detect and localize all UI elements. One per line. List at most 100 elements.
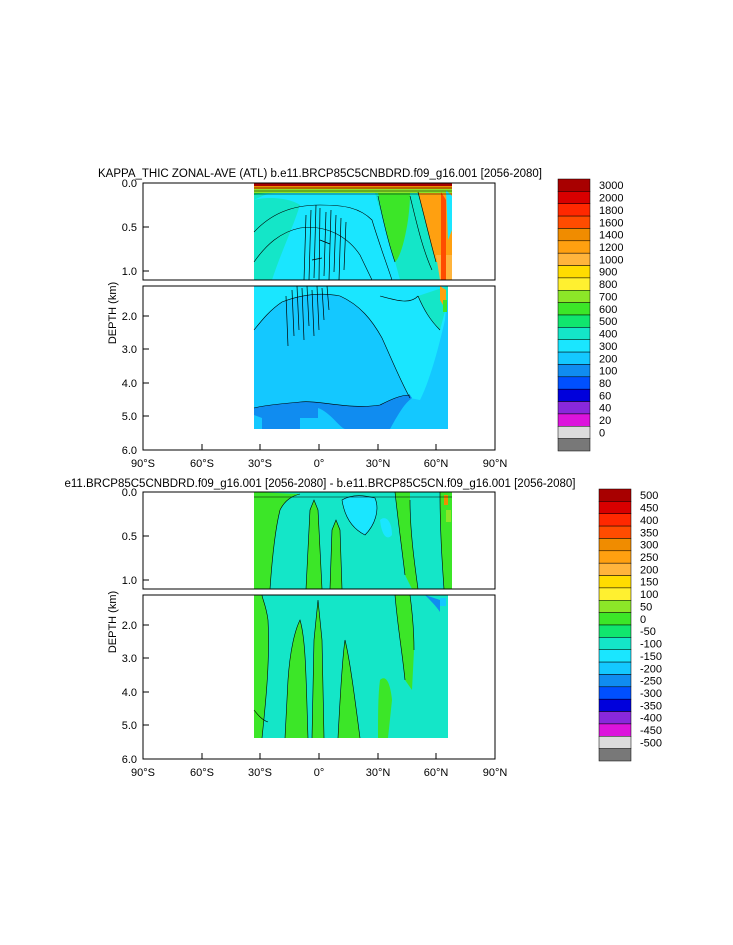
plot-1-ytick-2: 1.0 xyxy=(122,266,137,278)
plot-2-colorbar-swatch xyxy=(598,562,632,576)
plot-2-colorbar-swatch xyxy=(598,674,632,688)
plot-1-colorbar-swatch xyxy=(557,277,591,291)
plot-1-ytick-5: 4.0 xyxy=(122,378,137,390)
plot-2-ytick-4: 3.0 xyxy=(122,653,137,665)
plot-2-colorbar-swatch xyxy=(598,711,632,725)
plot-2-colorbar-label: -200 xyxy=(640,663,662,675)
plot-2-colorbar-label: 350 xyxy=(640,527,658,539)
plot-2-y-axis-upper: 0.0 0.5 1.0 xyxy=(122,487,149,587)
plot-1-colorbar-label: 80 xyxy=(599,378,611,390)
plot-1-colorbar-swatch xyxy=(557,413,591,427)
plot-1-colorbar-label: 800 xyxy=(599,279,617,291)
plot-1-colorbar-label: 300 xyxy=(599,341,617,353)
plot-1-colorbar-swatch xyxy=(557,314,591,328)
plot-1-colorbar-swatch xyxy=(557,215,591,229)
plot-2-colorbar-swatch xyxy=(598,612,632,626)
plot-2: e11.BRCP85C5CNBDRD.f09_g16.001 [2056-208… xyxy=(64,478,662,779)
plot-1-colorbar-swatch xyxy=(557,426,591,439)
plot-2-colorbar-swatch xyxy=(598,698,632,712)
plot-1-colorbar-swatch xyxy=(557,290,591,303)
plot-1-colorbar-swatch xyxy=(557,178,591,192)
plot-2-x-axis: 90°S 60°S 30°S 0° 30°N 60°N 90°N xyxy=(131,753,507,779)
plot-2-ytick-7: 6.0 xyxy=(122,754,137,766)
plot-2-colorbar-label: 200 xyxy=(640,564,658,576)
plot-2-xtick-2: 30°S xyxy=(248,767,272,779)
plot-1-colorbar-swatch xyxy=(557,228,591,242)
plot-1-colorbar-label: 1200 xyxy=(599,242,623,254)
plot-1-colorbar-label: 2000 xyxy=(599,193,623,205)
plot-2-colorbar-label: -50 xyxy=(640,626,656,638)
plot-2-xtick-5: 60°N xyxy=(424,767,449,779)
plot-2-colorbar-label: 250 xyxy=(640,552,658,564)
plot-1-colorbar-swatch xyxy=(557,376,591,390)
plot-2-ytick-6: 5.0 xyxy=(122,720,137,732)
plot-1-colorbar-swatch xyxy=(557,252,591,266)
plot-2-colorbar-swatch xyxy=(598,600,632,613)
plot-2-y-axis-lower: 2.0 3.0 4.0 5.0 6.0 xyxy=(122,620,149,766)
plot-2-colorbar-swatch xyxy=(598,624,632,638)
plot-2-ytick-1: 0.5 xyxy=(122,531,137,543)
plot-1-colorbar-swatch xyxy=(557,265,591,279)
plot-1-xtick-0: 90°S xyxy=(131,458,155,470)
plot-1-colorbar-label: 200 xyxy=(599,353,617,365)
plot-2-colorbar-label: 400 xyxy=(640,515,658,527)
plot-2-colorbar-swatch xyxy=(598,550,632,564)
plot-2-ytick-0: 0.0 xyxy=(122,487,137,499)
plot-2-colorbar-swatch xyxy=(598,661,632,675)
plot-1-xtick-5: 60°N xyxy=(424,458,449,470)
plot-2-xtick-1: 60°S xyxy=(190,767,214,779)
plot-1-colorbar-swatch xyxy=(557,203,591,217)
plot-2-colorbar-swatch xyxy=(598,748,632,762)
plot-1-colorbar-swatch xyxy=(557,240,591,254)
plot-1-ytick-1: 0.5 xyxy=(122,222,137,234)
plot-2-colorbar-swatch xyxy=(598,686,632,700)
plot-1-y-axis-lower: 2.0 3.0 4.0 5.0 6.0 xyxy=(122,311,149,457)
plot-1: KAPPA_THIC ZONAL-AVE (ATL) b.e11.BRCP85C… xyxy=(98,168,624,470)
plot-1-xtick-1: 60°S xyxy=(190,458,214,470)
plot-2-colorbar: 500450400350300250200150100500-50-100-15… xyxy=(598,488,662,762)
plot-1-upper-frame xyxy=(142,182,496,281)
plot-2-colorbar-swatch xyxy=(598,538,632,552)
plot-1-colorbar-swatch xyxy=(557,327,591,340)
plot-2-colorbar-swatch xyxy=(598,525,632,539)
plot-1-colorbar-swatch xyxy=(557,388,591,402)
plot-1-colorbar-label: 500 xyxy=(599,316,617,328)
plot-2-colorbar-label: -100 xyxy=(640,639,662,651)
plot-2-colorbar-swatch xyxy=(598,501,632,514)
plot-2-upper-field xyxy=(254,492,452,589)
plot-2-colorbar-label: 150 xyxy=(640,577,658,589)
plot-2-colorbar-swatch xyxy=(598,649,632,663)
plot-1-colorbar-swatch xyxy=(557,364,591,378)
plot-1-colorbar-label: 40 xyxy=(599,403,611,415)
plot-1-colorbar-swatch xyxy=(557,191,591,204)
plot-2-xtick-6: 90°N xyxy=(483,767,508,779)
plot-1-y-axis-upper: 0.0 0.5 1.0 xyxy=(122,178,149,278)
plot-1-colorbar-swatch xyxy=(557,302,591,316)
plot-2-colorbar-label: -500 xyxy=(640,737,662,749)
plot-2-colorbar-swatch xyxy=(598,736,632,749)
plot-1-bottom-mask xyxy=(262,418,300,429)
plot-1-ytick-4: 3.0 xyxy=(122,344,137,356)
plot-1-xtick-3: 0° xyxy=(314,458,325,470)
plot-1-colorbar-swatch xyxy=(557,351,591,365)
plot-1-ytick-3: 2.0 xyxy=(122,311,137,323)
plot-1-colorbar-label: 60 xyxy=(599,390,611,402)
plot-2-colorbar-label: 500 xyxy=(640,490,658,502)
plot-2-colorbar-swatch xyxy=(598,637,632,650)
plot-1-ylabel: DEPTH (km) xyxy=(107,282,119,344)
plot-1-colorbar-swatch xyxy=(557,401,591,415)
plot-2-xtick-4: 30°N xyxy=(366,767,391,779)
plot-2-colorbar-label: -250 xyxy=(640,676,662,688)
plot-2-colorbar-label: 0 xyxy=(640,614,646,626)
plot-2-colorbar-swatch xyxy=(598,587,632,601)
plot-2-colorbar-label: -350 xyxy=(640,700,662,712)
plot-2-colorbar-label: 100 xyxy=(640,589,658,601)
plot-1-colorbar-label: 0 xyxy=(599,427,605,439)
plot-1-colorbar-label: 100 xyxy=(599,366,617,378)
plot-2-xtick-3: 0° xyxy=(314,767,325,779)
plot-1-colorbar-label: 1000 xyxy=(599,254,623,266)
plot-2-colorbar-label: -400 xyxy=(640,713,662,725)
plot-1-ytick-6: 5.0 xyxy=(122,411,137,423)
plot-1-colorbar-swatch xyxy=(557,339,591,353)
